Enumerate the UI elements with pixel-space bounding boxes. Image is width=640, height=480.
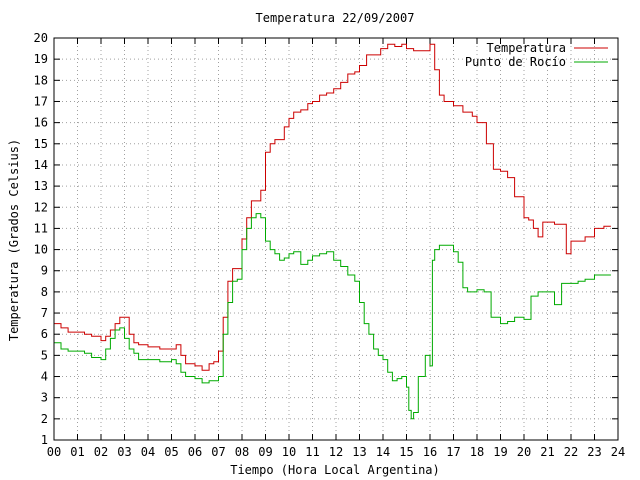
x-axis-ticks: 00 01 02 03 04 05 06 07 08 09 10 11 12 13 14 15 16 17 18 19… [47,38,625,459]
x-tick-label: 23 [587,445,601,459]
y-tick-label: 15 [34,137,48,151]
x-tick-label: 03 [117,445,131,459]
x-tick-label: 21 [540,445,554,459]
x-tick-label: 05 [164,445,178,459]
y-tick-label: 13 [34,179,48,193]
x-tick-label: 13 [352,445,366,459]
legend-label-punto-de-rocio: Punto de Rocío [465,55,566,69]
x-tick-label: 08 [235,445,249,459]
y-tick-label: 11 [34,221,48,235]
y-tick-label: 3 [41,391,48,405]
y-tick-label: 6 [41,327,48,341]
series-lines [54,43,611,420]
y-tick-label: 20 [34,31,48,45]
plot-frame [53,37,619,441]
y-tick-label: 18 [34,73,48,87]
x-tick-label: 04 [141,445,155,459]
x-axis-label: Tiempo (Hora Local Argentina) [230,463,440,477]
y-axis-label: Temperatura (Grados Celsius) [7,139,21,341]
x-tick-label: 01 [70,445,84,459]
y-tick-label: 8 [41,285,48,299]
y-tick-label: 16 [34,116,48,130]
y-tick-label: 1 [41,433,48,447]
x-tick-label: 18 [470,445,484,459]
y-tick-label: 2 [41,412,48,426]
y-tick-label: 14 [34,158,48,172]
y-tick-label: 10 [34,243,48,257]
x-tick-label: 14 [376,445,390,459]
x-tick-label: 00 [47,445,61,459]
series-line-temperatura [54,43,611,371]
y-tick-label: 9 [41,264,48,278]
x-tick-label: 02 [94,445,108,459]
x-tick-label: 22 [564,445,578,459]
x-tick-label: 07 [211,445,225,459]
legend: Temperatura Punto de Rocío [465,41,608,69]
x-tick-label: 10 [282,445,296,459]
x-tick-label: 06 [188,445,202,459]
y-tick-label: 17 [34,94,48,108]
x-tick-label: 20 [517,445,531,459]
y-tick-label: 5 [41,348,48,362]
x-tick-label: 16 [423,445,437,459]
x-tick-label: 11 [305,445,319,459]
x-tick-label: 09 [258,445,272,459]
x-tick-label: 19 [493,445,507,459]
x-tick-label: 12 [329,445,343,459]
x-tick-label: 17 [446,445,460,459]
y-tick-label: 12 [34,200,48,214]
y-tick-label: 19 [34,52,48,66]
series-line-punto-de-rocio [54,213,611,420]
chart-title: Temperatura 22/09/2007 [256,11,415,25]
y-tick-label: 4 [41,370,48,384]
x-tick-label: 24 [611,445,625,459]
legend-label-temperatura: Temperatura [487,41,566,55]
x-tick-label: 15 [399,445,413,459]
y-tick-label: 7 [41,306,48,320]
